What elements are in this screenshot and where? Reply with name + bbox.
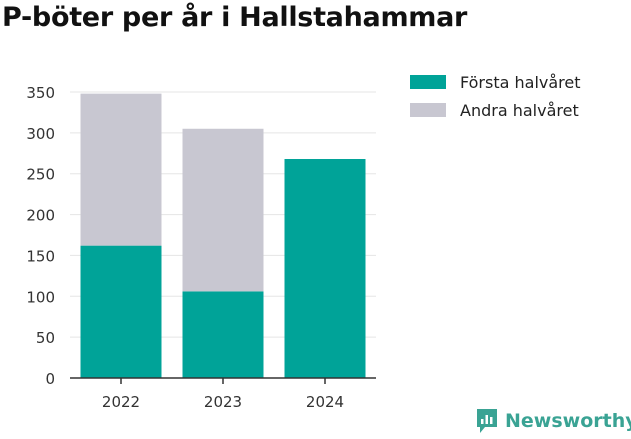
y-tick-label: 350 <box>26 84 55 102</box>
brand-name: Newsworthy <box>505 410 631 432</box>
bar-2023-series-0 <box>182 291 264 378</box>
legend-item-first-half: Första halvåret <box>410 68 581 96</box>
y-tick-label: 100 <box>26 288 55 306</box>
bar-2022-series-0 <box>80 245 162 378</box>
bar-2022-series-1 <box>80 93 162 246</box>
bar-2023-series-1 <box>182 128 264 292</box>
legend: Första halvåret Andra halvåret <box>410 68 581 124</box>
x-tick-label: 2022 <box>102 393 140 411</box>
legend-item-second-half: Andra halvåret <box>410 96 581 124</box>
bar-2024-series-0 <box>284 159 366 378</box>
chart-title: P-böter per år i Hallstahammar <box>2 2 468 33</box>
x-tick-label: 2024 <box>306 393 344 411</box>
y-tick-label: 300 <box>26 125 55 143</box>
newsworthy-logo-icon <box>477 409 497 433</box>
legend-label-first-half: Första halvåret <box>460 72 581 92</box>
legend-label-second-half: Andra halvåret <box>460 100 579 120</box>
y-tick-label: 0 <box>45 370 55 388</box>
y-tick-label: 250 <box>26 166 55 184</box>
y-tick-label: 200 <box>26 207 55 225</box>
x-tick-label: 2023 <box>204 393 242 411</box>
y-tick-label: 50 <box>36 329 55 347</box>
legend-swatch-first-half <box>410 75 446 89</box>
y-tick-label: 150 <box>26 247 55 265</box>
newsworthy-brand: Newsworthy <box>475 407 631 435</box>
legend-swatch-second-half <box>410 103 446 117</box>
